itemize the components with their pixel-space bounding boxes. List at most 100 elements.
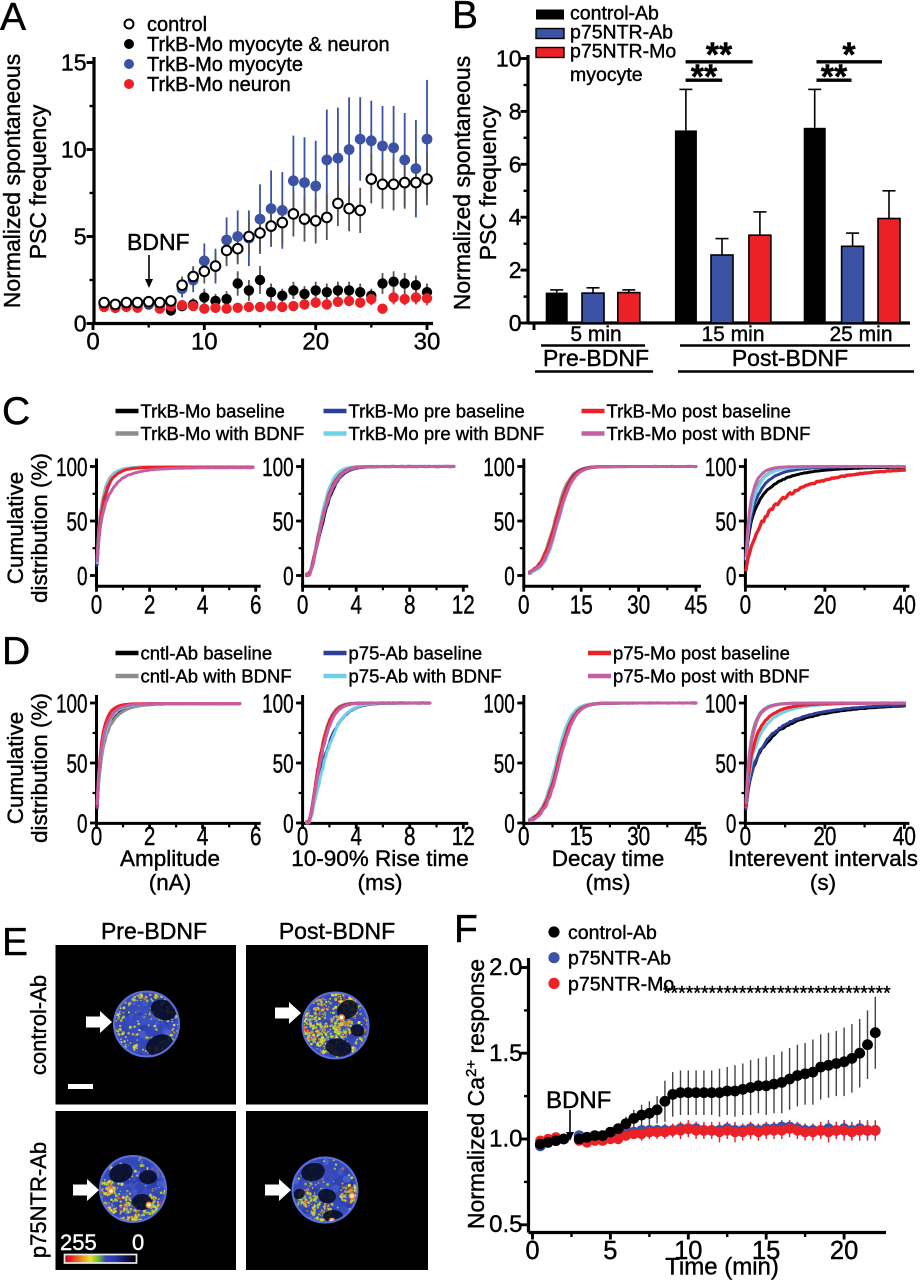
svg-text:40: 40	[893, 590, 916, 620]
svg-text:50: 50	[494, 507, 515, 537]
svg-text:PSC frequency: PSC frequency	[25, 104, 51, 259]
svg-text:100: 100	[56, 452, 88, 482]
svg-text:D: D	[2, 630, 30, 673]
svg-text:50: 50	[715, 507, 736, 537]
svg-text:0: 0	[525, 1237, 539, 1265]
svg-text:(nA): (nA)	[149, 870, 192, 895]
svg-text:6: 6	[250, 590, 262, 620]
svg-text:50: 50	[715, 749, 736, 779]
svg-text:0: 0	[509, 310, 522, 336]
svg-text:Cumulative: Cumulative	[3, 712, 28, 825]
svg-text:p75NTR-Ab: p75NTR-Ab	[570, 22, 673, 44]
svg-text:p75-Mo post baseline: p75-Mo post baseline	[613, 643, 790, 664]
svg-text:p75NTR-Ab: p75NTR-Ab	[568, 948, 671, 970]
svg-text:TrkB-Mo myocyte: TrkB-Mo myocyte	[147, 54, 303, 76]
svg-text:100: 100	[262, 689, 294, 719]
svg-text:15: 15	[752, 1237, 780, 1265]
svg-text:10: 10	[191, 329, 218, 356]
svg-text:15: 15	[61, 50, 87, 76]
svg-text:50: 50	[273, 749, 294, 779]
svg-text:20: 20	[813, 821, 836, 851]
svg-text:4: 4	[350, 590, 362, 620]
svg-text:******************************: ******************************	[663, 983, 891, 1005]
svg-text:8: 8	[404, 590, 416, 620]
svg-text:Pre-BDNF: Pre-BDNF	[543, 345, 649, 371]
svg-text:15: 15	[570, 821, 593, 851]
svg-text:100: 100	[705, 452, 737, 482]
svg-text:control-Ab: control-Ab	[26, 975, 51, 1075]
svg-text:TrkB-Mo baseline: TrkB-Mo baseline	[141, 401, 285, 422]
svg-text:10: 10	[61, 137, 87, 163]
svg-text:2: 2	[144, 590, 156, 620]
svg-text:25 min: 25 min	[829, 323, 892, 346]
svg-text:4: 4	[350, 821, 362, 851]
svg-text:2: 2	[144, 821, 156, 851]
svg-text:control-Ab: control-Ab	[568, 922, 657, 944]
svg-text:TrkB-Mo myocyte & neuron: TrkB-Mo myocyte & neuron	[147, 34, 390, 56]
svg-text:TrkB-Mo post baseline: TrkB-Mo post baseline	[607, 401, 791, 422]
svg-text:0: 0	[726, 809, 737, 839]
svg-text:15: 15	[570, 590, 593, 620]
svg-text:p75-Mo post with BDNF: p75-Mo post with BDNF	[613, 666, 809, 687]
svg-text:0: 0	[283, 809, 294, 839]
svg-text:TrkB-Mo neuron: TrkB-Mo neuron	[147, 74, 291, 96]
svg-text:5: 5	[74, 224, 87, 250]
svg-text:40: 40	[893, 821, 916, 851]
svg-text:p75-Ab with BDNF: p75-Ab with BDNF	[349, 666, 502, 687]
svg-text:50: 50	[273, 507, 294, 537]
svg-text:**: **	[691, 58, 718, 96]
svg-text:100: 100	[56, 689, 88, 719]
svg-text:6: 6	[250, 821, 262, 851]
svg-text:Decay time: Decay time	[552, 846, 665, 871]
svg-text:50: 50	[67, 507, 88, 537]
svg-text:BDNF: BDNF	[546, 1087, 611, 1114]
svg-text:10: 10	[496, 46, 522, 72]
svg-text:cntl-Ab with BDNF: cntl-Ab with BDNF	[141, 666, 292, 687]
svg-text:0: 0	[77, 809, 88, 839]
svg-text:0: 0	[86, 329, 99, 356]
svg-text:0: 0	[297, 821, 309, 851]
svg-text:0: 0	[74, 311, 87, 337]
svg-text:Interevent intervals: Interevent intervals	[728, 846, 918, 871]
svg-text:2: 2	[509, 257, 522, 283]
svg-text:TrkB-Mo with BDNF: TrkB-Mo with BDNF	[141, 423, 305, 444]
svg-text:Normalized spontaneous: Normalized spontaneous	[0, 54, 25, 308]
svg-text:p75NTR-Mo: p75NTR-Mo	[568, 973, 674, 995]
svg-text:TrkB-Mo pre baseline: TrkB-Mo pre baseline	[349, 401, 525, 422]
svg-text:0: 0	[740, 590, 752, 620]
svg-text:0: 0	[740, 821, 752, 851]
svg-text:Amplitude: Amplitude	[120, 846, 220, 871]
svg-text:0: 0	[77, 561, 88, 591]
svg-text:6: 6	[509, 151, 522, 177]
svg-text:control-Ab: control-Ab	[570, 3, 659, 25]
svg-text:PSC frequency: PSC frequency	[475, 105, 501, 260]
svg-text:20: 20	[830, 1237, 858, 1265]
svg-text:Time (min): Time (min)	[665, 1254, 779, 1280]
svg-text:(ms): (ms)	[358, 870, 403, 895]
svg-text:4: 4	[197, 590, 209, 620]
svg-text:0: 0	[518, 590, 530, 620]
svg-text:20: 20	[813, 590, 836, 620]
svg-text:(ms): (ms)	[586, 870, 631, 895]
svg-text:12: 12	[452, 821, 475, 851]
svg-text:BDNF: BDNF	[127, 229, 190, 255]
svg-text:4: 4	[509, 204, 522, 230]
svg-text:TrkB-Mo pre with BDNF: TrkB-Mo pre with BDNF	[349, 423, 545, 444]
svg-text:50: 50	[67, 749, 88, 779]
svg-text:control: control	[147, 14, 207, 36]
svg-text:10-90% Rise time: 10-90% Rise time	[291, 846, 469, 871]
svg-text:0: 0	[726, 561, 737, 591]
svg-text:E: E	[2, 921, 28, 964]
svg-text:*: *	[842, 36, 856, 74]
svg-text:myocyte: myocyte	[570, 64, 643, 86]
svg-text:0: 0	[91, 590, 103, 620]
svg-text:100: 100	[262, 452, 294, 482]
svg-text:100: 100	[483, 452, 515, 482]
svg-text:30: 30	[414, 329, 441, 356]
svg-text:0: 0	[518, 821, 530, 851]
svg-text:8: 8	[509, 98, 522, 124]
svg-text:p75-Ab baseline: p75-Ab baseline	[349, 643, 483, 664]
svg-text:Cumulative: Cumulative	[3, 472, 28, 585]
svg-text:30: 30	[627, 590, 650, 620]
svg-text:Normalized spontaneous: Normalized spontaneous	[449, 56, 475, 310]
